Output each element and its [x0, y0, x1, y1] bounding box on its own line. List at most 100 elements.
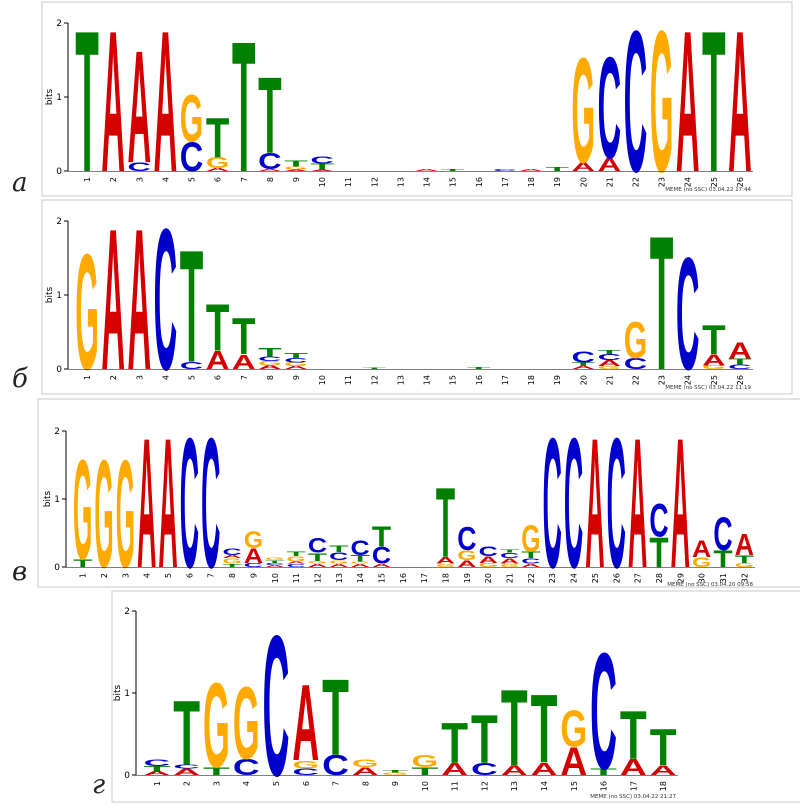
- logo-letter-T: T: [713, 546, 732, 572]
- y-axis-label: bits: [45, 88, 55, 105]
- logo-letter-A: A: [728, 338, 752, 363]
- logo-letter-G: G: [352, 757, 379, 770]
- x-tick-label: 1: [79, 573, 88, 578]
- x-tick-label: 31: [719, 573, 728, 583]
- logo-letter-T: T: [702, 317, 726, 363]
- x-tick-label: 15: [449, 177, 458, 187]
- x-tick-label: 25: [710, 177, 719, 187]
- logo-letter-C: C: [308, 534, 327, 557]
- logo-letter-A: A: [692, 536, 711, 562]
- logo-letter-A: A: [232, 351, 256, 374]
- x-tick-label: 25: [710, 375, 719, 385]
- logo-letter-C: C: [676, 225, 700, 404]
- logo-letter-G: G: [692, 554, 711, 570]
- logo-letter-C: C: [180, 134, 204, 180]
- logo-letter-C: C: [143, 758, 170, 768]
- logo-letter-A: A: [206, 167, 230, 172]
- logo-letter-A: A: [154, 0, 178, 214]
- y-tick-label: 2: [56, 217, 62, 227]
- logo-letter-C: C: [265, 562, 284, 565]
- x-tick-label: 8: [228, 573, 237, 578]
- logo-letter-A: A: [598, 154, 622, 175]
- x-tick-label: 12: [370, 375, 379, 385]
- logo-letter-T: T: [206, 106, 230, 170]
- y-tick-label: 2: [124, 607, 130, 617]
- y-tick-label: 0: [56, 365, 62, 375]
- x-tick-label: 20: [484, 573, 493, 583]
- logo-letter-G: G: [571, 27, 595, 194]
- logo-letter-C: C: [154, 187, 178, 412]
- logo-letter-A: A: [571, 160, 595, 174]
- x-tick-label: 19: [553, 375, 562, 385]
- logo-letter-C: C: [128, 160, 152, 174]
- y-axis-label: bits: [45, 286, 55, 303]
- logo-letter-G: G: [500, 563, 519, 568]
- logo-letter-T: T: [545, 166, 569, 172]
- logo-letter-C: C: [329, 550, 348, 563]
- logo-letter-C: C: [322, 749, 349, 781]
- logo-letter-C: C: [258, 148, 282, 173]
- logo-letter-A: A: [258, 168, 282, 171]
- x-tick-label: 10: [318, 375, 327, 385]
- x-tick-label: 30: [698, 573, 707, 583]
- logo-letter-A: A: [173, 767, 200, 777]
- x-tick-label: 3: [135, 177, 144, 182]
- logo-letter-G: G: [116, 429, 135, 600]
- logo-letter-A: A: [728, 0, 752, 214]
- logo-letter-A: A: [441, 760, 468, 779]
- logo-letter-C: C: [180, 360, 204, 371]
- logo-letter-A: A: [101, 0, 125, 214]
- logo-letter-T: T: [436, 468, 455, 579]
- logo-letter-A: A: [128, 18, 152, 197]
- x-tick-label: 4: [161, 375, 170, 380]
- logo-letter-T: T: [232, 3, 256, 211]
- logo-letter-T: T: [265, 559, 284, 563]
- logo-letter-A: A: [436, 555, 455, 566]
- logo-letter-T: T: [590, 767, 617, 777]
- x-tick-label: 11: [292, 573, 301, 583]
- logo-letter-G: G: [203, 659, 230, 793]
- panel-frame: [41, 1, 793, 197]
- y-axis-label: bits: [43, 490, 53, 507]
- logo-letter-C: C: [649, 493, 668, 546]
- logo-letter-G: G: [180, 81, 204, 156]
- logo-letter-C: C: [284, 357, 308, 364]
- x-tick-label: 13: [396, 177, 405, 187]
- x-tick-label: 8: [361, 781, 370, 786]
- logo-letter-A: A: [479, 554, 498, 565]
- x-tick-label: 14: [423, 375, 432, 385]
- logo-letter-A: A: [352, 765, 379, 778]
- logo-letter-T: T: [521, 550, 540, 561]
- y-tick-label: 0: [54, 563, 60, 573]
- x-tick-label: 13: [510, 781, 519, 791]
- y-tick-label: 1: [54, 495, 60, 505]
- x-tick-label: 5: [272, 781, 281, 786]
- logo-letter-C: C: [287, 563, 306, 568]
- x-tick-label: 16: [475, 177, 484, 187]
- logo-letter-C: C: [471, 760, 498, 779]
- x-tick-label: 10: [318, 177, 327, 187]
- logo-letter-C: C: [598, 27, 622, 189]
- logo-letter-A: A: [265, 564, 284, 567]
- logo-letter-A: A: [287, 561, 306, 564]
- x-tick-label: 22: [631, 177, 640, 187]
- logo-letter-G: G: [411, 751, 438, 770]
- x-tick-label: 1: [83, 177, 92, 182]
- logo-letter-C: C: [244, 562, 263, 568]
- x-tick-label: 15: [377, 573, 386, 583]
- logo-letter-G: G: [382, 772, 409, 776]
- x-tick-label: 28: [655, 573, 664, 583]
- x-tick-label: 21: [605, 375, 614, 385]
- logo-letter-T: T: [258, 345, 282, 359]
- panel-frame: [111, 590, 800, 803]
- logo-letter-T: T: [351, 553, 370, 564]
- x-tick-label: 27: [634, 573, 643, 583]
- y-tick-label: 1: [56, 93, 62, 103]
- x-tick-label: 3: [135, 375, 144, 380]
- logo-letter-C: C: [713, 507, 732, 560]
- logo-letter-A: A: [650, 763, 677, 778]
- x-tick-label: 15: [449, 375, 458, 385]
